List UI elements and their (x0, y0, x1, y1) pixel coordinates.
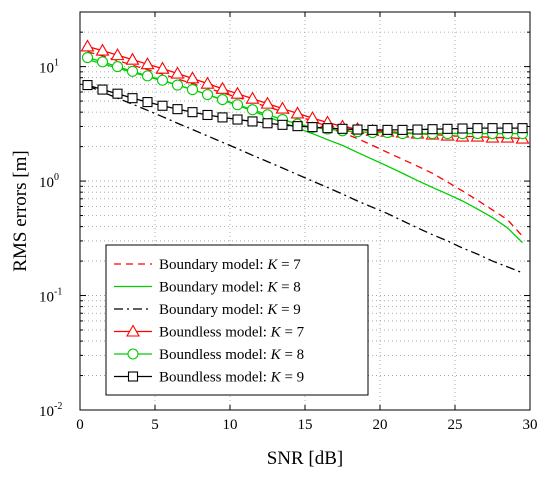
series-6-point (442, 123, 453, 134)
legend-label-1: Boundary model: K = 7 (159, 257, 301, 273)
x-tick-label: 5 (151, 417, 159, 433)
series-4-point (290, 106, 305, 119)
y-tick-label: 10 (39, 290, 54, 306)
x-tick-labels: 0 5 10 15 20 25 30 (76, 417, 537, 433)
legend-label-2: Boundary model: K = 8 (159, 280, 301, 296)
series-6-point (292, 121, 303, 132)
series-5-point (186, 84, 199, 96)
series-6-point (277, 119, 288, 130)
series-6-point (502, 123, 513, 134)
series-4-point (230, 86, 245, 99)
series-6-point (127, 93, 138, 104)
series-markers (80, 39, 530, 144)
series-6-point (337, 123, 348, 134)
series-5-point (141, 70, 154, 82)
series-6-point (352, 124, 363, 135)
x-tick-label: 15 (298, 417, 313, 433)
y-axis-title: RMS errors [m] (10, 150, 31, 271)
series-5-point (171, 79, 184, 91)
series-6-point (142, 97, 153, 108)
series-4-point (110, 48, 125, 61)
series-6-point (82, 80, 93, 91)
series-6-point (262, 118, 273, 129)
axis-ticks (79, 11, 531, 411)
legend-label-4: Boundless model: K = 7 (159, 325, 305, 341)
series-6-point (427, 124, 438, 135)
legend: Boundary model: K = 7 Boundary model: K =… (105, 244, 369, 396)
y-tick-label-exponent: -1 (54, 287, 62, 298)
series-5-point (111, 61, 124, 73)
series-4-point (275, 101, 290, 114)
legend-label-5: Boundless model: K = 8 (159, 347, 304, 363)
series-5-point (231, 99, 244, 111)
series-6-point (487, 123, 498, 134)
series-6-point (472, 123, 483, 134)
series-6-point (187, 107, 198, 118)
series-4-point (80, 39, 95, 52)
series-4-point (125, 52, 140, 65)
series-6-point (412, 124, 423, 135)
series-4-point (155, 61, 170, 74)
series-4-point (95, 43, 110, 56)
series-5-point (201, 89, 214, 101)
x-tick-label: 30 (523, 417, 538, 433)
series-6-point (457, 123, 468, 134)
series-6-point (232, 114, 243, 125)
series-6-point (322, 123, 333, 134)
series-4-point (245, 91, 260, 104)
series-4-point (140, 57, 155, 70)
series-line-3 (87, 85, 523, 274)
series-6-point (202, 109, 213, 121)
x-tick-label: 20 (373, 417, 388, 433)
series-6-point (247, 116, 258, 127)
series-6-point (307, 122, 318, 133)
series-4-point (215, 81, 230, 94)
y-tick-label-exponent: -2 (54, 401, 62, 412)
series-6-point (382, 124, 393, 135)
series-5-point (126, 65, 139, 77)
legend-marker-6 (127, 371, 139, 382)
series-6-point (97, 84, 108, 95)
series-5-point (246, 104, 259, 116)
legend-box (105, 244, 369, 396)
series-6-point (517, 123, 528, 134)
legend-marker-5 (127, 348, 139, 360)
series-4-point (260, 96, 275, 109)
legend-label-6: Boundless model: K = 9 (159, 370, 304, 386)
series-6-point (397, 124, 408, 135)
y-tick-label: 10 (39, 404, 54, 420)
series-4-point (170, 66, 185, 79)
y-tick-label: 10 (39, 175, 54, 191)
series-5-point (216, 94, 229, 106)
series-6-point (157, 100, 168, 111)
y-tick-label-exponent: 0 (54, 172, 59, 183)
legend-label-3: Boundary model: K = 9 (159, 302, 301, 318)
x-tick-label: 0 (76, 417, 84, 433)
y-tick-label-exponent: 1 (54, 58, 59, 69)
x-tick-label: 10 (223, 417, 238, 433)
series-5-point (96, 56, 109, 68)
series-6-point (172, 104, 183, 115)
series-6-point (112, 88, 123, 99)
y-tick-label: 10 (39, 61, 54, 77)
series-6-point (367, 124, 378, 135)
series-6-point (217, 112, 228, 123)
series-4-point (200, 76, 215, 89)
series-5-point (81, 51, 94, 64)
series-5-point (156, 74, 169, 86)
legend-marker-4 (126, 324, 140, 337)
x-tick-label: 25 (448, 417, 463, 433)
series-4-point (185, 71, 200, 84)
x-axis-title: SNR [dB] (267, 448, 344, 469)
